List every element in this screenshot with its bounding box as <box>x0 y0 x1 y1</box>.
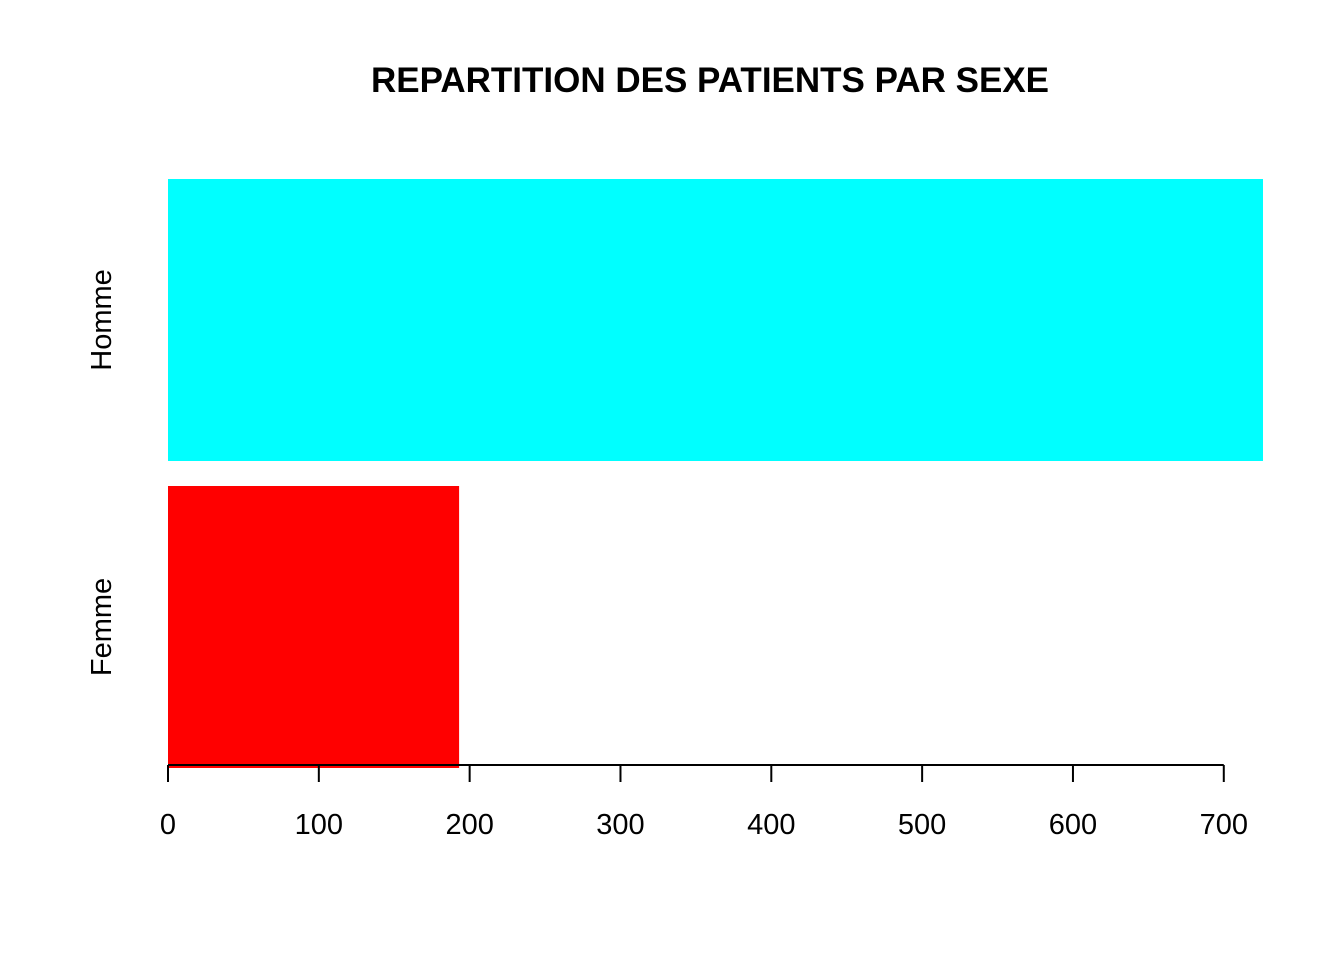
x-tick-label-700: 700 <box>1200 809 1248 841</box>
x-tick-label-100: 100 <box>295 809 343 841</box>
x-tick-label-0: 0 <box>160 809 176 841</box>
category-label-homme: Homme <box>86 269 118 371</box>
bar-homme <box>168 179 1263 461</box>
bars-group <box>168 179 1263 768</box>
bar-femme <box>168 486 460 768</box>
x-tick-label-600: 600 <box>1049 809 1097 841</box>
x-tick-label-200: 200 <box>445 809 493 841</box>
chart-title: REPARTITION DES PATIENTS PAR SEXE <box>371 61 1049 100</box>
x-tick-label-300: 300 <box>596 809 644 841</box>
x-tick-label-500: 500 <box>898 809 946 841</box>
x-tick-label-400: 400 <box>747 809 795 841</box>
category-labels: Femme Homme <box>86 269 118 676</box>
category-label-femme: Femme <box>86 578 118 676</box>
x-axis: 0 100 200 300 400 500 600 700 <box>160 764 1248 841</box>
